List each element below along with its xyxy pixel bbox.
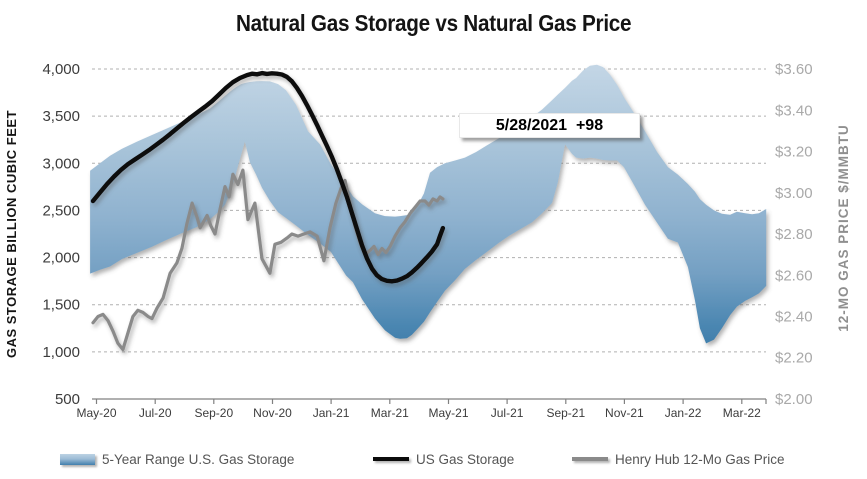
right-axis-tick-labels: $3.60 $3.40 $3.20 $3.00 $2.80 $2.60 $2.40 $2.20… <box>775 61 813 408</box>
x-axis-tick-label: May-20 <box>76 406 116 420</box>
left-axis-tick-label: 1,500 <box>42 297 80 314</box>
right-axis-tick-label: $2.80 <box>775 226 813 243</box>
chart-title: Natural Gas Storage vs Natural Gas Price <box>0 10 867 37</box>
legend-label: Henry Hub 12-Mo Gas Price <box>615 451 785 467</box>
left-axis-tick-label: 1,000 <box>42 344 80 361</box>
right-axis-tick-label: $2.60 <box>775 267 813 284</box>
x-axis-tick-label: Nov-20 <box>253 406 292 420</box>
legend-item-henry-hub-price: Henry Hub 12-Mo Gas Price <box>572 448 785 470</box>
x-axis-tick-label: Jul-21 <box>491 406 524 420</box>
left-axis-tick-label: 2,500 <box>42 202 80 219</box>
right-axis-tick-label: $2.00 <box>775 391 813 408</box>
x-axis-tick-label: Jul-20 <box>139 406 172 420</box>
data-callout: 5/28/2021 +98 <box>459 113 640 138</box>
x-axis-tick-label: Nov-21 <box>605 406 644 420</box>
legend-label: US Gas Storage <box>416 451 515 467</box>
legend-label: 5-Year Range U.S. Gas Storage <box>102 451 295 467</box>
henry-hub-price-line <box>91 168 445 352</box>
left-axis-tick-label: 3,500 <box>42 108 80 125</box>
x-axis-tick-label: Mar-22 <box>723 406 761 420</box>
right-axis-tick-label: $2.40 <box>775 309 813 326</box>
x-axis-tick-label: Sep-21 <box>546 406 585 420</box>
right-axis-tick-label: $3.00 <box>775 185 813 202</box>
x-axis-tick-label: Jan-21 <box>313 406 350 420</box>
x-axis-tick-label: Jan-22 <box>665 406 702 420</box>
x-axis-tick-labels: May-20 Jul-20 Sep-20 Nov-20 Jan-21 Mar-21 May-… <box>76 406 761 420</box>
right-axis-tick-label: $3.40 <box>775 102 813 119</box>
left-axis-tick-label: 500 <box>55 391 80 408</box>
area-swatch-icon <box>60 453 95 465</box>
x-axis-tick-label: May-21 <box>428 406 468 420</box>
right-axis-tick-label: $2.20 <box>775 350 813 367</box>
right-axis-tick-label: $3.20 <box>775 144 813 161</box>
us-gas-storage-line <box>90 70 446 284</box>
left-axis-tick-label: 3,000 <box>42 155 80 172</box>
x-axis-tick-label: Mar-21 <box>371 406 409 420</box>
legend: 5-Year Range U.S. Gas Storage US Gas Sto… <box>0 448 867 474</box>
legend-item-five-year-range: 5-Year Range U.S. Gas Storage <box>60 448 294 470</box>
chart-title-text: Natural Gas Storage vs Natural Gas Price <box>235 10 632 36</box>
line-swatch-icon <box>373 456 409 462</box>
right-axis-tick-label: $3.60 <box>775 61 813 78</box>
x-axis <box>92 398 767 404</box>
left-axis-title: GAS STORAGE BILLION CUBIC FEET <box>4 110 19 358</box>
legend-item-us-gas-storage: US Gas Storage <box>373 448 514 470</box>
line-swatch-icon <box>572 457 608 461</box>
x-axis-tick-label: Sep-20 <box>194 406 233 420</box>
left-axis-tick-label: 2,000 <box>42 250 80 267</box>
left-axis-tick-label: 4,000 <box>42 61 80 78</box>
right-axis-title: 12-MO GAS PRICE $/MMBTU <box>836 124 851 332</box>
left-axis-tick-labels: 4,000 3,500 3,000 2,500 2,000 1,500 1,000 500 <box>42 61 80 408</box>
